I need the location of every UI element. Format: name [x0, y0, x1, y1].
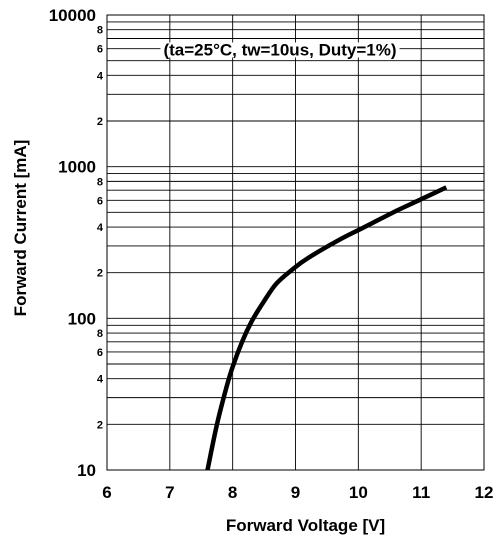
x-tick-label: 9 — [291, 483, 300, 502]
y-minor-tick-label: 4 — [97, 222, 104, 234]
x-tick-label: 11 — [412, 483, 430, 502]
y-minor-tick-label: 2 — [97, 268, 103, 280]
y-tick-label: 1000 — [58, 158, 96, 177]
y-minor-tick-label: 2 — [97, 419, 103, 431]
x-tick-label: 7 — [165, 483, 174, 502]
y-minor-tick-label: 4 — [97, 70, 104, 82]
y-minor-tick-label: 6 — [97, 44, 103, 56]
chart-grid — [106, 14, 485, 471]
x-tick-label: 12 — [475, 483, 494, 502]
series-line — [205, 185, 448, 471]
y-tick-label: 10 — [77, 461, 96, 480]
x-tick-label: 8 — [228, 483, 237, 502]
y-tick-label: 100 — [68, 309, 96, 328]
y-minor-tick-label: 8 — [97, 25, 103, 37]
y-minor-tick-label: 2 — [97, 116, 103, 128]
y-minor-tick-label: 6 — [97, 195, 103, 207]
y-tick-label: 10000 — [49, 6, 96, 25]
y-axis-label: Forward Current [mA] — [11, 140, 30, 317]
y-minor-tick-label: 6 — [97, 347, 103, 359]
x-axis-label: Forward Voltage [V] — [226, 516, 385, 535]
y-minor-tick-label: 8 — [97, 328, 103, 340]
chart-ticks: 6 7 8 9 10 11 12 10 100 1000 10000 2 4 6 8 2 4 6 8 2 4 6 8 — [49, 6, 494, 502]
y-minor-tick-label: 4 — [97, 374, 104, 386]
chart-series — [205, 185, 448, 471]
x-tick-label: 6 — [102, 483, 111, 502]
x-tick-label: 10 — [349, 483, 368, 502]
annotation-background — [160, 42, 400, 58]
y-minor-tick-label: 8 — [97, 176, 103, 188]
chart-annotation: (ta=25°C, tw=10us, Duty=1%) — [163, 40, 396, 59]
